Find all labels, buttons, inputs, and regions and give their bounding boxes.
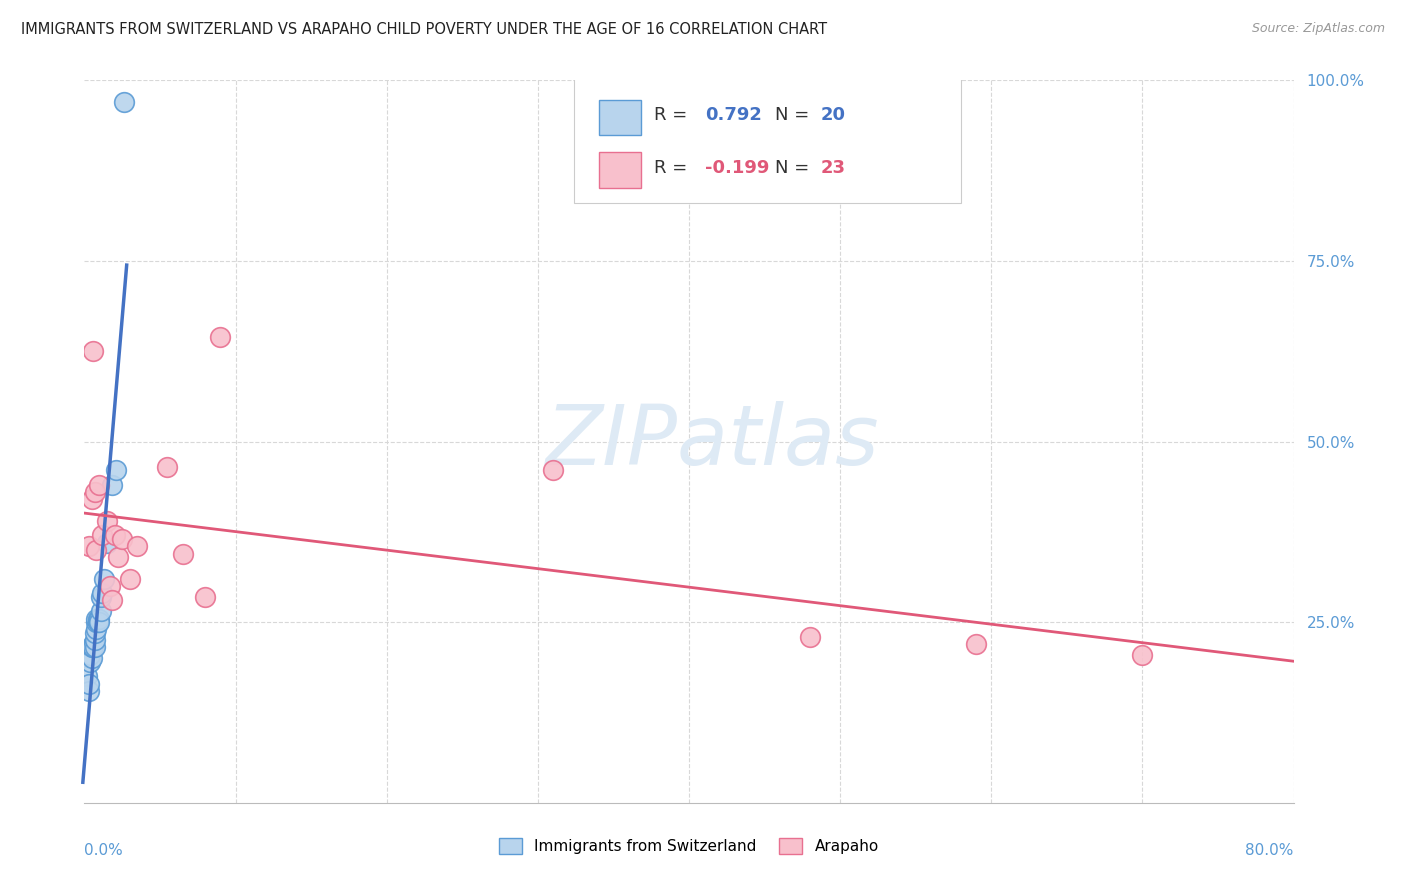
Point bbox=[799, 630, 821, 644]
Point bbox=[107, 550, 129, 565]
Point bbox=[87, 611, 110, 625]
FancyBboxPatch shape bbox=[574, 77, 962, 203]
Point bbox=[82, 344, 104, 359]
Point bbox=[79, 655, 101, 669]
Point bbox=[84, 633, 107, 648]
Point bbox=[84, 485, 107, 500]
Text: 0.792: 0.792 bbox=[704, 106, 762, 124]
Point bbox=[87, 615, 110, 630]
Text: Source: ZipAtlas.com: Source: ZipAtlas.com bbox=[1251, 22, 1385, 36]
Text: 0.0%: 0.0% bbox=[84, 843, 124, 857]
Point bbox=[76, 669, 98, 683]
Point bbox=[77, 539, 100, 553]
Text: 20: 20 bbox=[821, 106, 846, 124]
Point bbox=[84, 640, 107, 655]
FancyBboxPatch shape bbox=[599, 153, 641, 187]
Point bbox=[111, 532, 134, 546]
Point bbox=[91, 528, 114, 542]
Point bbox=[127, 539, 149, 553]
Point bbox=[86, 542, 108, 557]
Point bbox=[89, 615, 111, 630]
Text: R =: R = bbox=[654, 106, 693, 124]
Point bbox=[84, 626, 107, 640]
Text: R =: R = bbox=[654, 159, 693, 177]
Point bbox=[82, 637, 104, 651]
Point bbox=[89, 478, 111, 492]
Text: 23: 23 bbox=[821, 159, 846, 177]
Point bbox=[541, 463, 564, 477]
Point bbox=[90, 590, 112, 604]
Point bbox=[209, 330, 232, 344]
Point bbox=[77, 683, 100, 698]
Point bbox=[98, 579, 121, 593]
Point bbox=[118, 572, 141, 586]
Point bbox=[79, 648, 101, 662]
Text: N =: N = bbox=[775, 106, 815, 124]
Point bbox=[100, 593, 122, 607]
Point bbox=[86, 611, 108, 625]
Point bbox=[172, 547, 194, 561]
Legend: Immigrants from Switzerland, Arapaho: Immigrants from Switzerland, Arapaho bbox=[494, 832, 884, 860]
Point bbox=[77, 676, 100, 690]
FancyBboxPatch shape bbox=[599, 100, 641, 135]
Point bbox=[93, 572, 115, 586]
Point bbox=[80, 492, 103, 507]
Point bbox=[82, 640, 104, 655]
Point bbox=[105, 463, 128, 477]
Text: N =: N = bbox=[775, 159, 815, 177]
Text: ZIPatlas: ZIPatlas bbox=[547, 401, 880, 482]
Point bbox=[104, 528, 127, 542]
Point bbox=[96, 535, 118, 549]
Point bbox=[86, 615, 108, 630]
Point bbox=[91, 586, 114, 600]
Text: -0.199: -0.199 bbox=[704, 159, 769, 177]
Point bbox=[112, 95, 135, 109]
Point bbox=[90, 604, 112, 618]
Point bbox=[194, 590, 217, 604]
Point bbox=[96, 514, 118, 528]
Point bbox=[1130, 648, 1153, 662]
Point bbox=[89, 611, 111, 625]
Text: IMMIGRANTS FROM SWITZERLAND VS ARAPAHO CHILD POVERTY UNDER THE AGE OF 16 CORRELA: IMMIGRANTS FROM SWITZERLAND VS ARAPAHO C… bbox=[21, 22, 827, 37]
Point bbox=[965, 637, 987, 651]
Point bbox=[156, 459, 179, 474]
Point bbox=[80, 640, 103, 655]
Point bbox=[80, 651, 103, 665]
Text: 80.0%: 80.0% bbox=[1246, 843, 1294, 857]
Point bbox=[86, 623, 108, 637]
Point bbox=[100, 478, 122, 492]
